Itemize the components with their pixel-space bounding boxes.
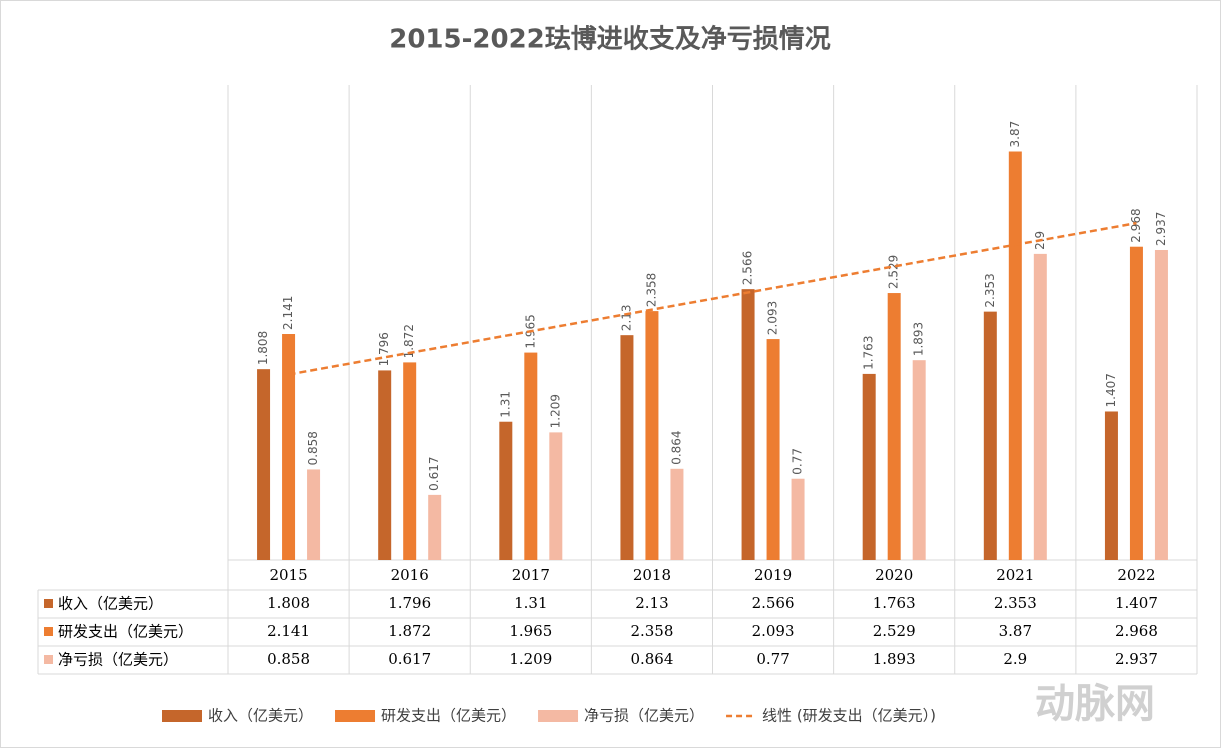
x-tick-label: 2022 bbox=[1117, 566, 1155, 584]
x-tick-label: 2020 bbox=[875, 566, 913, 584]
bar bbox=[549, 432, 563, 560]
watermark: 动脉网 bbox=[1035, 681, 1155, 727]
legend-label: 线性 (研发支出（亿美元）) bbox=[762, 707, 936, 725]
legend-label: 净亏损（亿美元） bbox=[584, 707, 704, 725]
table-cell: 0.77 bbox=[756, 650, 789, 668]
value-label: 2.13 bbox=[619, 304, 633, 331]
value-label: 1.808 bbox=[256, 331, 270, 365]
bar bbox=[499, 421, 513, 560]
legend-label: 收入（亿美元） bbox=[208, 707, 313, 725]
table-cell: 1.808 bbox=[267, 594, 310, 612]
table-cell: 2.353 bbox=[994, 594, 1037, 612]
legend-swatch bbox=[335, 710, 376, 722]
table-row-label: 收入（亿美元） bbox=[58, 595, 163, 613]
x-tick-label: 2015 bbox=[269, 566, 307, 584]
table-cell: 1.796 bbox=[388, 594, 431, 612]
value-label: 2.968 bbox=[1129, 208, 1143, 242]
value-label: 1.872 bbox=[402, 324, 416, 358]
value-label: 3.87 bbox=[1008, 121, 1022, 148]
bar bbox=[791, 478, 805, 560]
value-label: 1.407 bbox=[1104, 373, 1118, 407]
value-label: 1.31 bbox=[498, 391, 512, 418]
x-tick-label: 2017 bbox=[512, 566, 550, 584]
table-cell: 0.864 bbox=[630, 650, 673, 668]
trendline bbox=[288, 221, 1137, 376]
table-swatch bbox=[44, 627, 53, 636]
bar bbox=[1008, 151, 1022, 560]
value-label: 1.763 bbox=[862, 336, 876, 370]
table-row-label: 净亏损（亿美元） bbox=[58, 651, 178, 669]
table-cell: 1.763 bbox=[873, 594, 916, 612]
bar bbox=[620, 335, 634, 560]
value-label: 2.529 bbox=[887, 255, 901, 289]
bar bbox=[741, 289, 755, 560]
table-cell: 2.093 bbox=[752, 622, 795, 640]
bar bbox=[862, 373, 876, 560]
table-cell: 2.9 bbox=[1003, 650, 1027, 668]
chart-title: 2015-2022珐博进收支及净亏损情况 bbox=[389, 25, 831, 55]
bar bbox=[1033, 253, 1047, 560]
table-cell: 1.209 bbox=[509, 650, 552, 668]
table-row-label: 研发支出（亿美元） bbox=[58, 623, 193, 641]
table-swatch bbox=[44, 599, 53, 608]
value-label: 2.358 bbox=[644, 273, 658, 307]
table-cell: 2.358 bbox=[630, 622, 673, 640]
bar bbox=[1129, 246, 1143, 560]
bar bbox=[670, 468, 684, 560]
table-cell: 2.141 bbox=[267, 622, 310, 640]
value-label: 0.617 bbox=[427, 457, 441, 491]
bar bbox=[307, 469, 321, 560]
value-label: 1.209 bbox=[548, 394, 562, 428]
value-label: 0.77 bbox=[791, 448, 805, 475]
bar bbox=[282, 334, 296, 560]
value-label: 0.858 bbox=[306, 431, 320, 465]
x-tick-label: 2018 bbox=[633, 566, 671, 584]
table-cell: 2.529 bbox=[873, 622, 916, 640]
x-tick-label: 2016 bbox=[391, 566, 429, 584]
table-cell: 3.87 bbox=[999, 622, 1032, 640]
table-cell: 2.566 bbox=[752, 594, 795, 612]
value-label: 2.937 bbox=[1154, 212, 1168, 246]
bar bbox=[766, 339, 780, 560]
bar bbox=[1154, 249, 1168, 560]
bar bbox=[645, 311, 659, 560]
value-label: 1.796 bbox=[377, 332, 391, 366]
table-cell: 2.968 bbox=[1115, 622, 1158, 640]
table-cell: 0.617 bbox=[388, 650, 431, 668]
value-label: 0.864 bbox=[669, 430, 683, 464]
table-cell: 2.937 bbox=[1115, 650, 1158, 668]
value-label: 2.353 bbox=[983, 273, 997, 307]
table-cell: 1.893 bbox=[873, 650, 916, 668]
bar bbox=[403, 362, 417, 560]
table-cell: 1.407 bbox=[1115, 594, 1158, 612]
table-cell: 2.13 bbox=[635, 594, 668, 612]
value-label: 2.141 bbox=[281, 296, 295, 330]
x-tick-label: 2019 bbox=[754, 566, 792, 584]
bar bbox=[524, 352, 538, 560]
legend-swatch bbox=[162, 710, 202, 722]
value-label: 1.893 bbox=[912, 322, 926, 356]
table-cell: 1.31 bbox=[514, 594, 547, 612]
table-cell: 1.965 bbox=[509, 622, 552, 640]
x-tick-label: 2021 bbox=[996, 566, 1034, 584]
bar bbox=[1104, 411, 1118, 560]
legend-label: 研发支出（亿美元） bbox=[381, 707, 516, 725]
bar bbox=[428, 494, 442, 560]
bar bbox=[912, 360, 926, 560]
table-cell: 1.872 bbox=[388, 622, 431, 640]
bar bbox=[983, 311, 997, 560]
value-label: 2.093 bbox=[766, 301, 780, 335]
value-label: 2.566 bbox=[741, 251, 755, 285]
bar bbox=[378, 370, 392, 560]
table-cell: 0.858 bbox=[267, 650, 310, 668]
bar bbox=[257, 369, 271, 560]
legend-swatch bbox=[538, 710, 579, 722]
table-swatch bbox=[44, 655, 53, 664]
bar bbox=[887, 293, 901, 560]
